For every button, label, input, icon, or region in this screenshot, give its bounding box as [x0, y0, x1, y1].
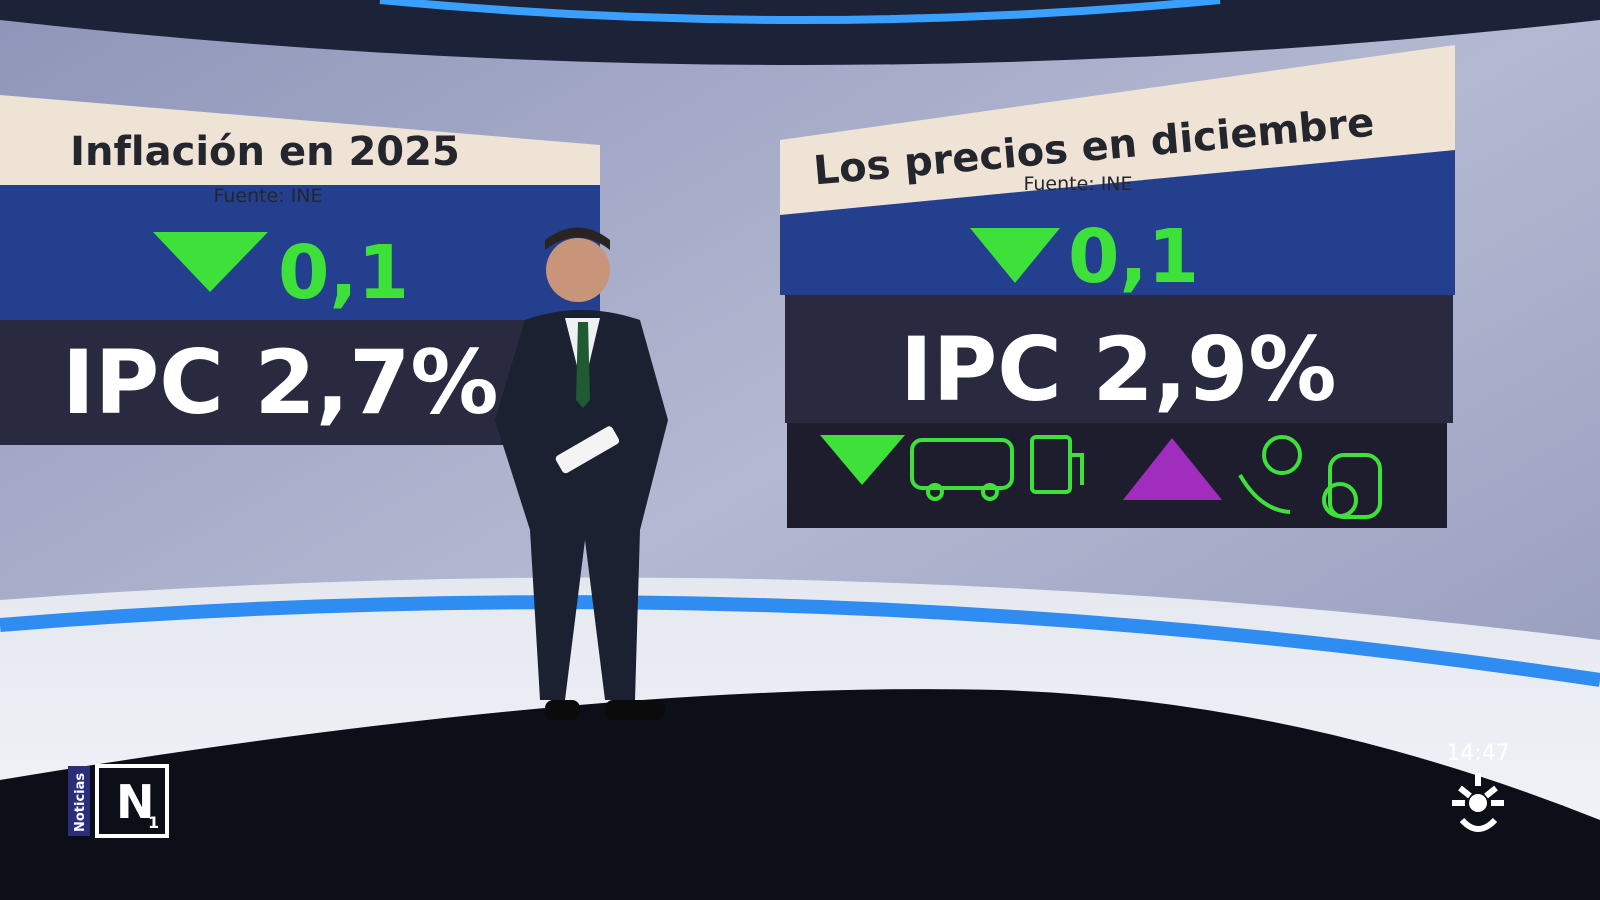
panel-change: 0,1	[1068, 214, 1199, 300]
presenter	[495, 227, 668, 720]
presenter-suit	[495, 310, 668, 700]
logo-number: 1	[148, 813, 159, 832]
presenter-notes	[555, 426, 620, 474]
panel-change: 0,1	[278, 230, 409, 316]
presenter-tie	[576, 322, 590, 408]
change-band	[0, 185, 600, 320]
reflective-floor	[0, 689, 1600, 900]
logo-mark: N	[116, 775, 155, 829]
fuel-icon	[1030, 435, 1084, 494]
down-arrow	[970, 228, 1060, 283]
presenter-hair	[545, 227, 610, 250]
headline-band	[785, 295, 1453, 423]
presenter-shoe	[545, 700, 580, 720]
panel-source: Fuente: INE	[213, 185, 322, 207]
presenter-shoe	[605, 700, 665, 720]
panel-left: Inflación en 2025 Fuente: INE 0,1 IPC 2,…	[0, 95, 600, 445]
floor-light	[0, 595, 1600, 687]
logo-frame	[95, 764, 169, 838]
panel-right: Los precios en diciembre Fuente: INE 0,1…	[780, 45, 1455, 528]
title-band-top	[780, 45, 1455, 215]
panel-source: Fuente: INE	[1023, 173, 1132, 195]
logo-sun	[1469, 794, 1487, 812]
logo-tab	[68, 766, 90, 836]
up-arrow	[1123, 438, 1222, 500]
logo-label: Noticias	[73, 773, 88, 832]
down-arrow-small	[820, 435, 905, 485]
panel-headline: IPC 2,9%	[900, 318, 1337, 421]
down-arrow	[153, 232, 268, 292]
bus-icon	[910, 438, 1014, 501]
panel-title: Inflación en 2025	[70, 129, 460, 175]
food-icons	[1238, 435, 1382, 519]
ceiling	[0, 0, 1600, 65]
panel-headline: IPC 2,7%	[62, 331, 499, 434]
clock: 14:47	[1446, 741, 1509, 766]
canal-sur-logo	[1452, 773, 1504, 832]
headline-band	[0, 320, 530, 445]
channel-logo: Noticias N 1	[68, 764, 169, 838]
presenter-head	[546, 238, 610, 302]
ceiling-light	[379, 0, 1221, 24]
logo-rays	[1452, 773, 1504, 832]
